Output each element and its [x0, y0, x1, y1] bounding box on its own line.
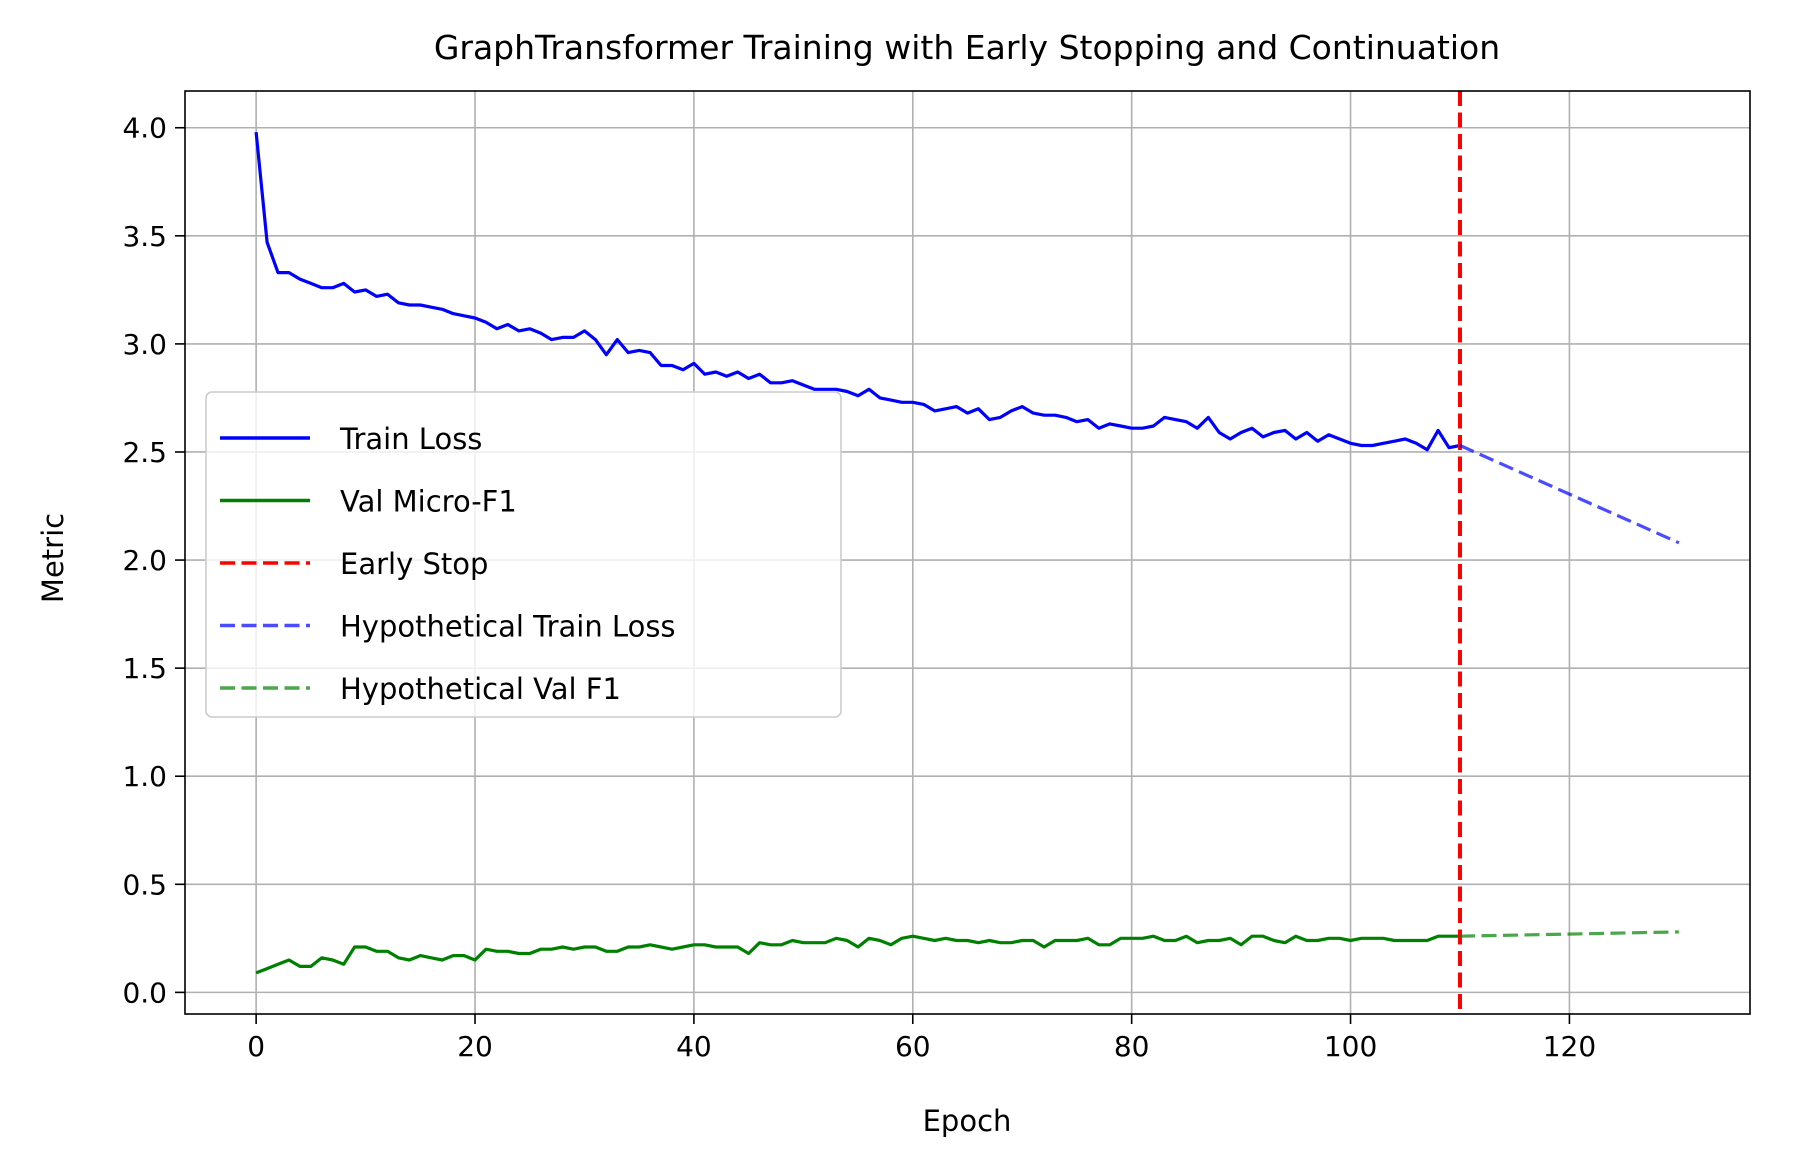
x-tick-label: 120	[1543, 1030, 1596, 1063]
y-tick-label: 0.5	[122, 868, 167, 901]
y-tick-label: 1.0	[122, 760, 167, 793]
hypothetical-val-f1-line	[1459, 930, 1679, 938]
x-tick-label: 0	[247, 1030, 265, 1063]
legend-label-val-micro-f1: Val Micro-F1	[340, 485, 517, 519]
y-tick-label: 1.5	[122, 652, 167, 685]
legend: Train Loss Val Micro-F1 Early Stop Hypothet…	[205, 391, 842, 718]
x-tick-label: 80	[1114, 1030, 1150, 1063]
y-tick-label: 4.0	[122, 112, 167, 145]
train-loss-line	[254, 131, 1461, 452]
x-tick-label: 60	[895, 1030, 931, 1063]
x-axis-label: Epoch	[923, 1104, 1012, 1138]
hypothetical-train-loss-line	[1459, 444, 1680, 545]
x-tick-label: 100	[1324, 1030, 1377, 1063]
legend-label-hypothetical-train-loss: Hypothetical Train Loss	[340, 610, 676, 644]
y-tick-label: 2.0	[122, 544, 167, 577]
y-tick-label: 0.0	[122, 976, 167, 1009]
y-tick-label: 2.5	[122, 436, 167, 469]
x-tick-label: 40	[676, 1030, 712, 1063]
legend-box	[205, 391, 842, 718]
ticks: 0 20 40 60 80 100 120 0.0 0.5 1.0 1.5 2.0 2.5 3.0 3.5 4…	[122, 112, 1596, 1063]
series-group	[254, 91, 1680, 1014]
y-axis-label: Metric	[36, 513, 70, 603]
chart-title: GraphTransformer Training with Early Sto…	[434, 28, 1500, 67]
x-tick-label: 20	[457, 1030, 493, 1063]
legend-label-early-stop: Early Stop	[340, 547, 488, 581]
legend-label-hypothetical-val-f1: Hypothetical Val F1	[340, 672, 621, 706]
y-tick-label: 3.0	[122, 328, 167, 361]
y-tick-label: 3.5	[122, 220, 167, 253]
grid	[185, 91, 1750, 1014]
plot-frame	[184, 90, 1751, 1015]
val-micro-f1-line	[255, 934, 1460, 975]
legend-label-train-loss: Train Loss	[339, 422, 482, 456]
